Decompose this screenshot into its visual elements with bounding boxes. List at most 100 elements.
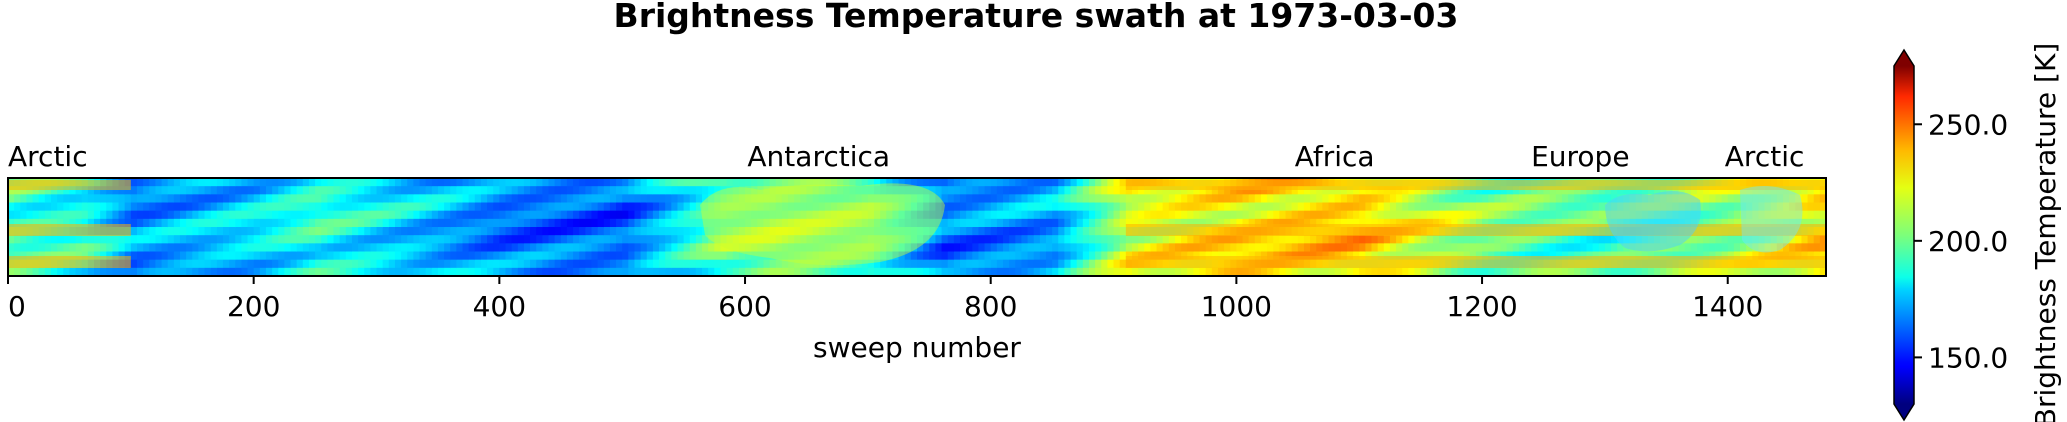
swath-cell <box>1162 218 1170 228</box>
swath-cell <box>745 194 752 204</box>
swath-cell <box>1574 218 1581 228</box>
swath-cell <box>296 267 304 276</box>
swath-cell <box>652 243 660 253</box>
swath-cell <box>1285 267 1293 276</box>
swath-cell <box>1009 235 1016 244</box>
swath-cell <box>14 202 21 212</box>
swath-cell <box>511 210 519 220</box>
swath-cell <box>1260 218 1268 228</box>
swath-cell <box>450 267 457 276</box>
swath-cell <box>130 235 138 244</box>
swath-cell <box>616 178 623 187</box>
swath-cell <box>321 178 328 187</box>
swath-cell <box>38 251 46 261</box>
swath-cell <box>511 186 519 195</box>
swath-cell <box>118 243 126 253</box>
swath-cell <box>1224 210 1231 220</box>
swath-cell <box>44 235 52 244</box>
swath-cell <box>1703 202 1710 212</box>
swath-cell <box>566 210 574 220</box>
swath-cell <box>1758 194 1766 204</box>
swath-cell <box>702 227 709 236</box>
swath-cell <box>775 202 783 212</box>
swath-cell <box>487 259 494 269</box>
swath-cell <box>726 259 734 269</box>
swath-cell <box>738 194 746 204</box>
swath-cell <box>1303 202 1311 212</box>
swath-cell <box>1518 251 1526 261</box>
swath-cell <box>1113 235 1121 244</box>
swath-cell <box>1457 210 1465 220</box>
swath-cell <box>1740 210 1747 220</box>
swath-cell <box>849 227 857 236</box>
swath-cell <box>1457 243 1465 253</box>
swath-cell <box>1021 194 1029 204</box>
swath-cell <box>1525 210 1532 220</box>
swath-cell <box>1353 194 1360 204</box>
swath-cell <box>493 267 500 276</box>
swath-cell <box>1082 210 1090 220</box>
swath-cell <box>1205 194 1213 204</box>
swath-cell <box>714 178 722 187</box>
swath-cell <box>394 243 402 253</box>
swath-cell <box>972 178 980 187</box>
swath-cell <box>560 227 568 236</box>
swath-cell <box>1340 186 1348 195</box>
swath-cell <box>93 194 101 204</box>
swath-cell <box>1518 202 1526 212</box>
swath-cell <box>321 202 328 212</box>
swath-cell <box>1125 194 1133 204</box>
swath-cell <box>849 218 857 228</box>
swath-cell <box>69 235 77 244</box>
swath-cell <box>253 235 261 244</box>
swath-cell <box>364 243 371 253</box>
swath-cell <box>278 251 285 261</box>
swath-cell <box>1396 194 1403 204</box>
swath-cell <box>302 227 310 236</box>
swath-cell <box>229 251 236 261</box>
swath-cell <box>1482 186 1489 195</box>
swath-cell <box>63 235 71 244</box>
swath-cell <box>1310 194 1317 204</box>
swath-cell <box>818 194 826 204</box>
swath-cell <box>1095 210 1102 220</box>
swath-cell <box>806 259 814 269</box>
swath-cell <box>1045 243 1053 253</box>
swath-cell <box>302 251 310 261</box>
swath-cell <box>1727 202 1735 212</box>
swath-cell <box>487 186 494 195</box>
swath-cell <box>179 178 187 187</box>
swath-cell <box>800 251 808 261</box>
swath-cell <box>1285 186 1293 195</box>
swath-cell <box>1463 267 1471 276</box>
swath-cell <box>683 218 691 228</box>
swath-cell <box>456 194 464 204</box>
swath-cell <box>26 194 34 204</box>
swath-cell <box>1150 210 1158 220</box>
swath-cell <box>1660 251 1667 261</box>
swath-cell <box>382 194 390 204</box>
swath-cell <box>296 235 304 244</box>
swath-cell <box>1408 251 1416 261</box>
swath-cell <box>831 194 838 204</box>
swath-cell <box>1592 251 1600 261</box>
swath-cell <box>401 227 408 236</box>
swath-cell <box>247 218 255 228</box>
swath-cell <box>751 259 758 269</box>
swath-cell <box>1297 267 1305 276</box>
swath-cell <box>892 235 900 244</box>
swath-cell <box>898 227 906 236</box>
swath-cell <box>81 202 89 212</box>
swath-cell <box>1783 186 1790 195</box>
swath-cell <box>837 194 844 204</box>
swath-cell <box>708 210 715 220</box>
swath-cell <box>843 227 851 236</box>
swath-cell <box>124 243 132 253</box>
swath-cell <box>358 235 365 244</box>
swath-cell <box>81 218 89 228</box>
swath-cell <box>585 267 593 276</box>
swath-cell <box>315 186 322 195</box>
swath-cell <box>290 218 298 228</box>
swath-cell <box>536 227 543 236</box>
swath-cell <box>978 210 986 220</box>
